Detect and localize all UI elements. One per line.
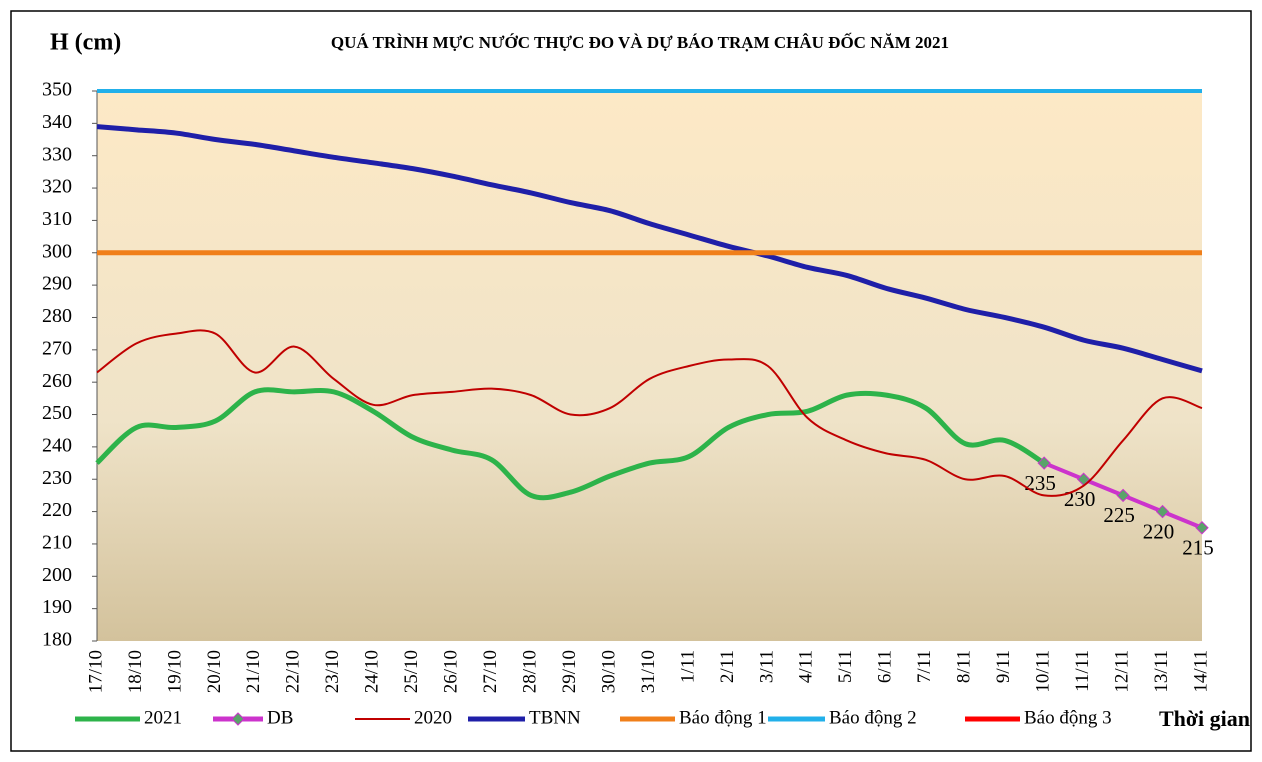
legend-label: 2021 bbox=[144, 707, 182, 728]
x-tick-label: 22/10 bbox=[283, 650, 304, 693]
y-tick-label: 300 bbox=[42, 240, 72, 262]
y-tick-label: 340 bbox=[42, 111, 72, 133]
y-tick-label: 290 bbox=[42, 273, 72, 295]
x-tick-label: 8/11 bbox=[954, 650, 975, 683]
y-tick-label: 210 bbox=[42, 532, 72, 554]
legend-label: TBNN bbox=[529, 707, 581, 728]
y-tick-label: 240 bbox=[42, 434, 72, 456]
y-tick-label: 320 bbox=[42, 176, 72, 198]
x-tick-label: 18/10 bbox=[125, 650, 146, 693]
data-label: 235 bbox=[1024, 471, 1056, 495]
x-tick-label: 25/10 bbox=[401, 650, 422, 693]
series-line bbox=[96, 124, 1203, 374]
series-line bbox=[96, 329, 1203, 497]
x-tick-label: 9/11 bbox=[993, 650, 1014, 683]
x-tick-label: 5/11 bbox=[835, 650, 856, 683]
x-tick-label: 1/11 bbox=[677, 650, 698, 683]
x-axis-label: Thời gian bbox=[1159, 706, 1250, 731]
chart-title: QUÁ TRÌNH MỰC NƯỚC THỰC ĐO VÀ DỰ BÁO TRẠ… bbox=[331, 32, 949, 52]
y-tick-label: 270 bbox=[42, 337, 72, 359]
marker bbox=[1116, 488, 1130, 503]
data-label: 225 bbox=[1103, 503, 1135, 527]
x-tick-label: 31/10 bbox=[638, 650, 659, 693]
legend-marker bbox=[231, 712, 245, 726]
y-tick-label: 280 bbox=[42, 305, 72, 327]
x-tick-label: 20/10 bbox=[204, 650, 225, 693]
x-tick-label: 29/10 bbox=[559, 650, 580, 693]
y-tick-label: 200 bbox=[42, 564, 72, 586]
y-tick-label: 330 bbox=[42, 143, 72, 165]
plot-area bbox=[97, 91, 1202, 641]
x-tick-label: 26/10 bbox=[441, 650, 462, 693]
x-tick-label: 17/10 bbox=[85, 650, 106, 693]
x-tick-label: 28/10 bbox=[519, 650, 540, 693]
data-label: 220 bbox=[1143, 519, 1175, 543]
y-tick-label: 230 bbox=[42, 467, 72, 489]
x-tick-label: 2/11 bbox=[717, 650, 738, 683]
data-label: 230 bbox=[1064, 487, 1096, 511]
legend-label: Báo động 1 bbox=[679, 707, 767, 728]
y-tick-label: 350 bbox=[42, 79, 72, 101]
marker bbox=[1037, 456, 1051, 470]
marker bbox=[1195, 521, 1209, 535]
x-tick-label: 4/11 bbox=[796, 650, 817, 683]
y-tick-label: 220 bbox=[42, 499, 72, 521]
x-tick-label: 24/10 bbox=[362, 650, 383, 693]
x-tick-label: 30/10 bbox=[598, 650, 619, 693]
x-tick-label: 23/10 bbox=[322, 650, 343, 693]
x-tick-label: 7/11 bbox=[914, 650, 935, 683]
marker bbox=[1155, 504, 1170, 519]
y-tick-label: 180 bbox=[42, 629, 72, 651]
y-tick-label: 250 bbox=[42, 402, 72, 424]
data-label: 215 bbox=[1182, 536, 1214, 560]
y-axis-label: H (cm) bbox=[50, 30, 121, 56]
x-tick-label: 12/11 bbox=[1111, 650, 1132, 693]
x-tick-label: 10/11 bbox=[1033, 650, 1054, 693]
x-tick-label: 6/11 bbox=[875, 650, 896, 683]
x-tick-label: 14/11 bbox=[1190, 650, 1211, 693]
x-tick-label: 27/10 bbox=[480, 650, 501, 693]
x-tick-label: 19/10 bbox=[164, 650, 185, 693]
y-tick-label: 260 bbox=[42, 370, 72, 392]
legend-label: Báo động 3 bbox=[1024, 707, 1112, 728]
x-tick-label: 3/11 bbox=[756, 650, 777, 683]
x-tick-label: 11/11 bbox=[1072, 650, 1093, 692]
x-tick-label: 13/11 bbox=[1151, 650, 1172, 693]
y-tick-label: 310 bbox=[42, 208, 72, 230]
legend-label: Báo động 2 bbox=[829, 707, 917, 728]
x-tick-label: 21/10 bbox=[243, 650, 264, 693]
legend-label: 2020 bbox=[414, 707, 452, 728]
series-line bbox=[95, 387, 1046, 501]
y-tick-label: 190 bbox=[42, 596, 72, 618]
legend-label: DB bbox=[267, 707, 293, 728]
